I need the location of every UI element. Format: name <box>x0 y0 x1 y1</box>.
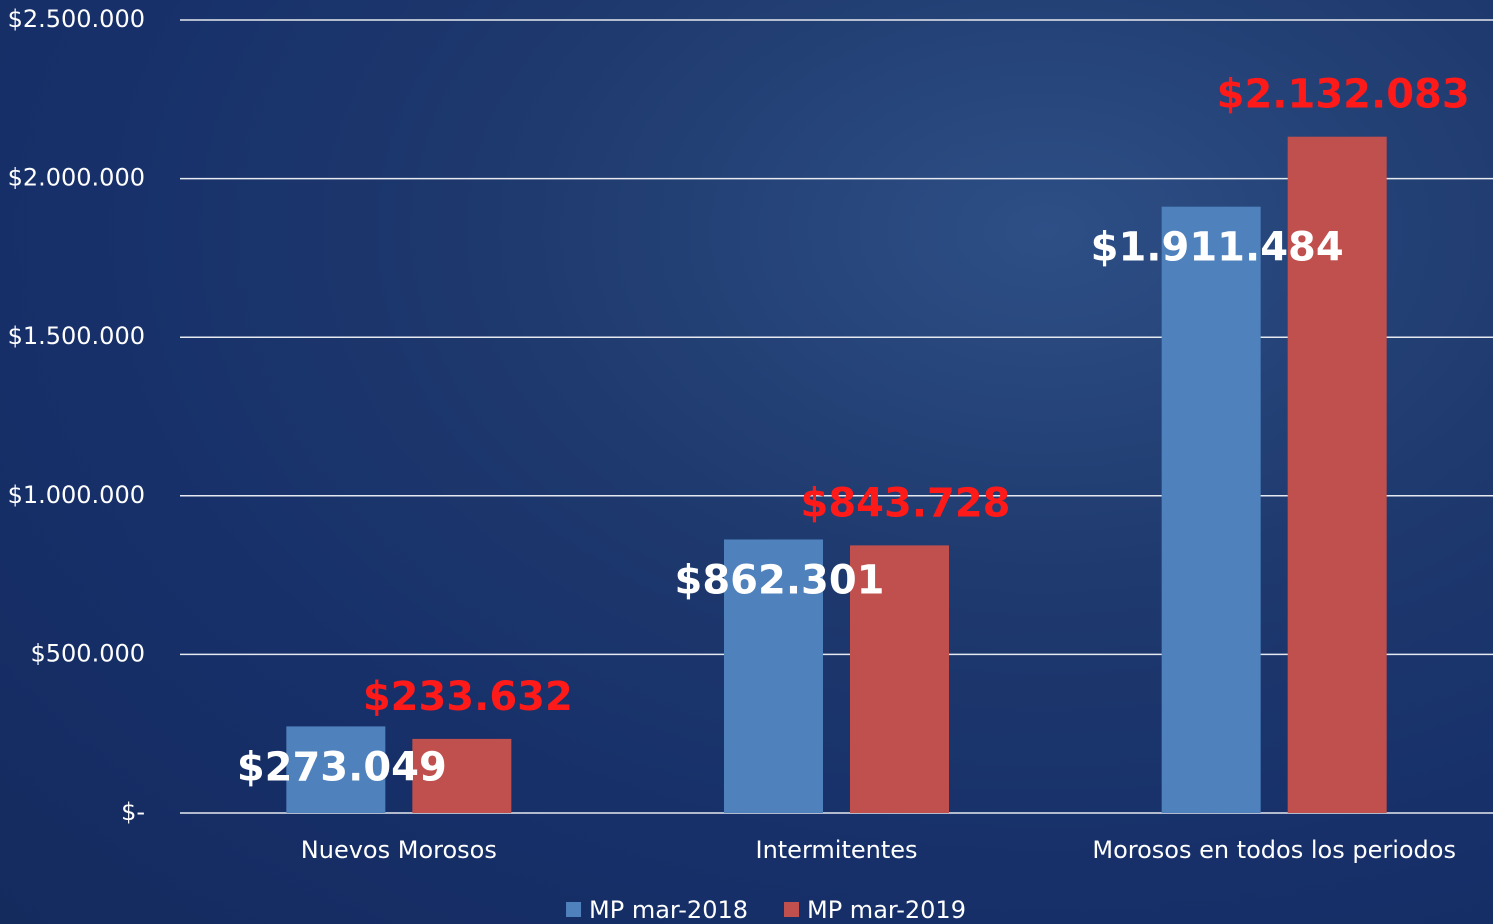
chart: $- $500.000 $1.000.000 $1.500.000 $2.000.000… <box>0 0 1493 924</box>
legend-label: MP mar-2018 <box>589 896 748 924</box>
y-tick-label: $2.000.000 <box>8 164 145 192</box>
x-tick-label: Morosos en todos los periodos <box>1092 836 1456 864</box>
value-label: $862.301 <box>674 557 884 603</box>
legend-label: MP mar-2019 <box>807 896 966 924</box>
legend-swatch <box>566 902 581 917</box>
value-label: $273.049 <box>237 744 447 790</box>
x-tick-label: Intermitentes <box>755 836 917 864</box>
bar <box>1162 207 1261 813</box>
y-tick-label: $1.000.000 <box>8 481 145 509</box>
y-tick-label: $1.500.000 <box>8 322 145 350</box>
y-tick-label: $- <box>121 798 145 826</box>
page: $- $500.000 $1.000.000 $1.500.000 $2.000.000… <box>0 0 1493 924</box>
x-tick-label: Nuevos Morosos <box>301 836 497 864</box>
value-label: $2.132.083 <box>1217 72 1470 118</box>
value-label: $1.911.484 <box>1091 225 1344 271</box>
legend-swatch <box>784 902 799 917</box>
y-tick-label: $2.500.000 <box>8 5 145 33</box>
value-label: $843.728 <box>800 480 1010 526</box>
value-label: $233.632 <box>363 674 573 720</box>
y-tick-label: $500.000 <box>30 639 145 667</box>
